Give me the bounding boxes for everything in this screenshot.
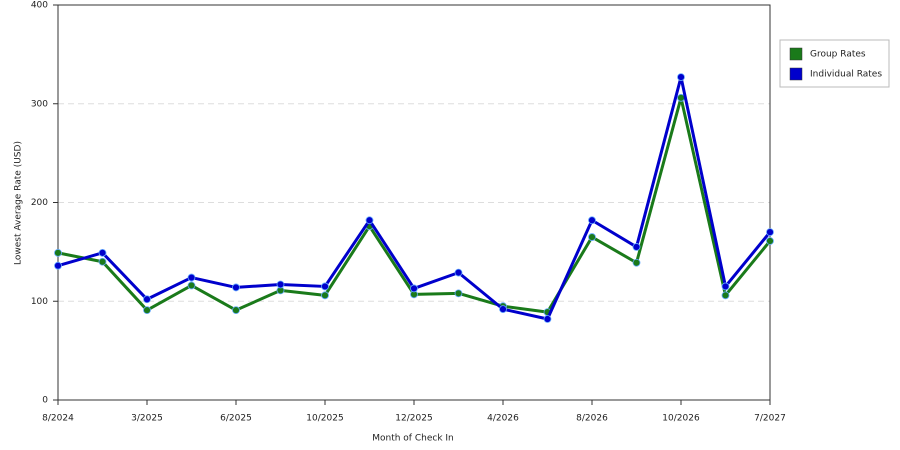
data-point (98, 257, 107, 266)
data-point (766, 228, 774, 237)
data-point (721, 282, 730, 291)
x-tick-label: 6/2025 (220, 414, 252, 424)
data-point (677, 73, 685, 81)
x-tick-label: 10/2026 (662, 414, 700, 424)
data-point (321, 282, 329, 291)
data-point (588, 233, 596, 241)
y-tick-label: 100 (31, 297, 48, 307)
data-point (276, 280, 285, 289)
y-tick-label: 200 (31, 198, 48, 208)
data-point (232, 283, 240, 292)
x-tick-label: 8/2026 (576, 414, 608, 424)
data-point (454, 289, 463, 298)
data-point (632, 243, 641, 251)
data-point (232, 306, 240, 315)
data-point (410, 284, 418, 293)
x-tick-label: 7/2027 (754, 414, 786, 424)
data-point (143, 306, 151, 315)
x-tick-label: 12/2025 (395, 414, 432, 424)
y-tick-label: 0 (42, 396, 48, 406)
data-point (721, 291, 730, 300)
data-point (499, 305, 507, 314)
y-tick-label: 300 (31, 99, 48, 109)
data-point (365, 216, 374, 225)
y-axis-label: Lowest Average Rate (USD) (14, 141, 24, 265)
data-point (143, 295, 151, 304)
data-point (54, 248, 62, 257)
line-series (57, 75, 772, 321)
line-series (57, 96, 772, 314)
x-tick-label: 3/2025 (131, 414, 163, 424)
data-point (766, 237, 774, 245)
legend-label: Group Rates (810, 50, 866, 60)
x-tick-label: 10/2025 (306, 414, 343, 424)
legend-swatch (789, 67, 803, 81)
legend-swatch (789, 47, 803, 61)
data-point (187, 281, 196, 290)
legend-label: Individual Rates (810, 70, 882, 80)
data-point (321, 291, 329, 300)
data-point (588, 216, 596, 225)
data-point (98, 248, 107, 257)
data-point (454, 268, 463, 277)
data-point (187, 273, 196, 282)
data-point (543, 315, 552, 323)
data-point (632, 258, 641, 267)
x-axis-label: Month of Check In (372, 434, 454, 444)
y-tick-label: 400 (31, 1, 48, 11)
x-tick-label: 8/2024 (42, 414, 74, 424)
x-tick-label: 4/2026 (487, 414, 519, 424)
data-point (54, 261, 62, 270)
